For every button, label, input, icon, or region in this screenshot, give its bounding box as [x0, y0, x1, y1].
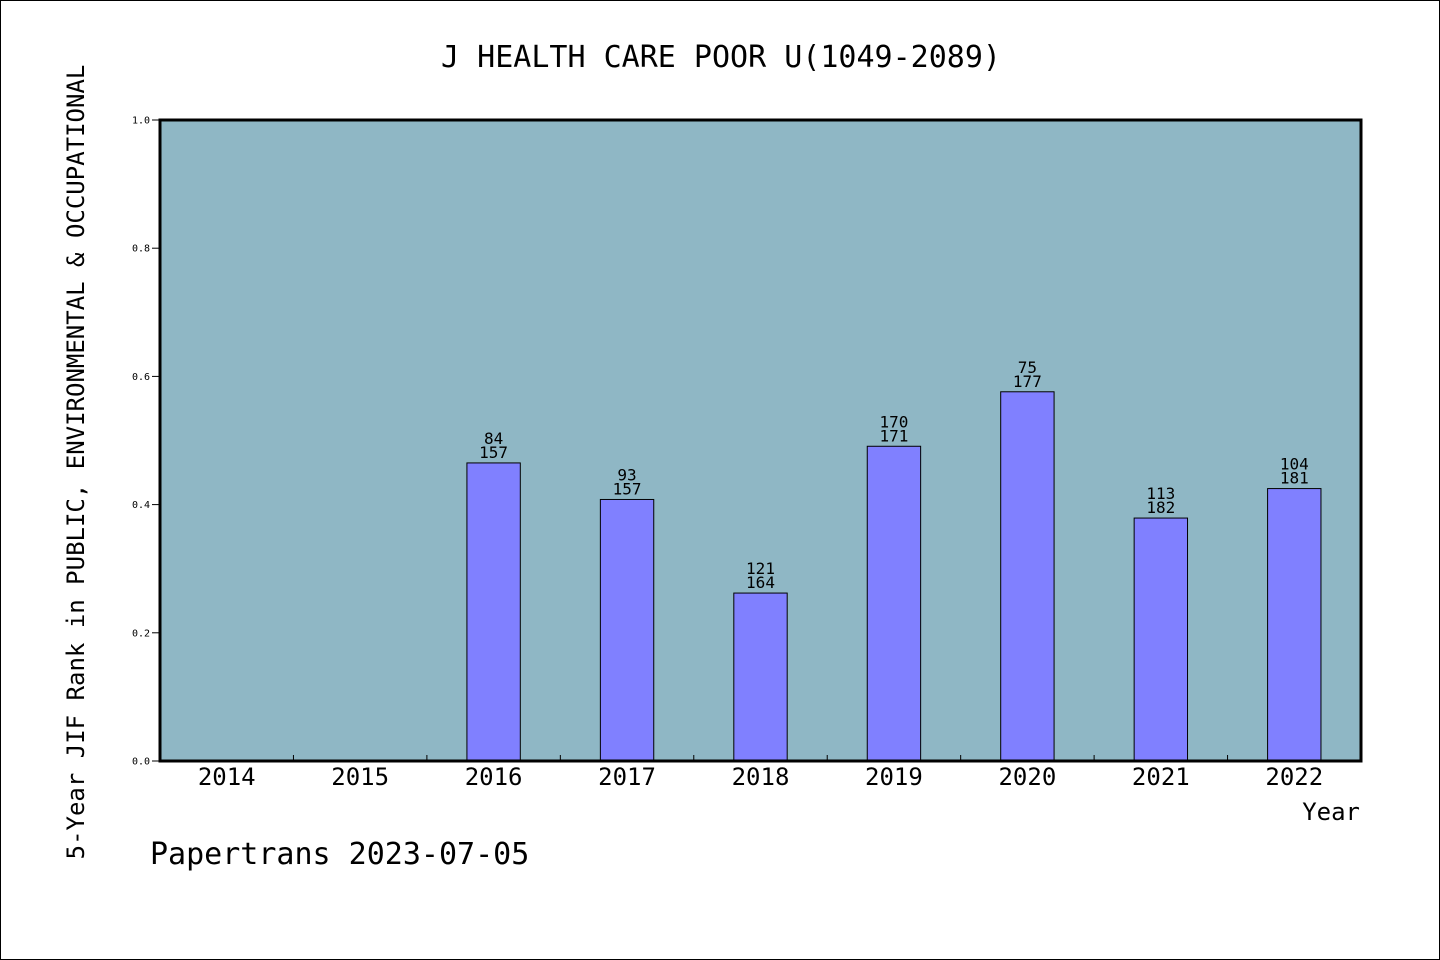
x-tick-label: 2016 — [465, 763, 523, 791]
x-tick-label: 2019 — [865, 763, 923, 791]
chart-title: J HEALTH CARE POOR U(1049-2089) — [441, 40, 1001, 75]
x-axis-label: Year — [1302, 798, 1360, 826]
bar-rank-label: 93 — [617, 465, 636, 484]
x-axis-ticks: 2014 2015 2016 2017 2018 2019 2020 2021 2022 — [198, 755, 1323, 791]
bar-2016 — [466, 462, 521, 762]
bar-total-label: 171 — [879, 426, 908, 445]
bar-total-label: 177 — [1013, 372, 1042, 391]
y-tick-label: 0.0 — [132, 757, 150, 768]
bar-rank-label: 84 — [484, 429, 503, 448]
x-tick-label: 2018 — [732, 763, 790, 791]
x-tick-label: 2020 — [998, 763, 1056, 791]
x-tick-label: 2021 — [1132, 763, 1190, 791]
bar-2021 — [1133, 517, 1189, 762]
bar-total-label: 157 — [613, 479, 642, 498]
bar-rank-label: 75 — [1018, 358, 1037, 377]
x-tick-label: 2014 — [198, 763, 256, 791]
bar-2018 — [733, 592, 788, 762]
bar-total-label: 181 — [1280, 469, 1309, 488]
y-axis-label: 5-Year JIF Rank in PUBLIC, ENVIRONMENTAL… — [62, 65, 90, 860]
bar-rank-label: 170 — [879, 412, 908, 431]
bar-total-label: 157 — [479, 443, 508, 462]
y-tick-label: 0.8 — [132, 244, 150, 255]
x-tick-label: 2017 — [598, 763, 656, 791]
y-tick-label: 0.6 — [132, 372, 150, 383]
bar-2017 — [599, 498, 655, 762]
plot-border — [158, 118, 1363, 763]
y-tick-label: 1.0 — [132, 116, 150, 127]
x-tick-label: 2015 — [331, 763, 389, 791]
bars-group — [466, 391, 1322, 762]
y-tick-label: 0.2 — [132, 628, 150, 639]
y-tick-label: 0.4 — [132, 500, 150, 511]
bar-total-label: 182 — [1146, 498, 1175, 517]
bar-2019 — [866, 445, 922, 762]
x-tick-label: 2022 — [1265, 763, 1323, 791]
bar-rank-label: 104 — [1280, 455, 1309, 474]
bar-rank-label: 121 — [746, 559, 775, 578]
footer-credit: Papertrans 2023-07-05 — [150, 837, 529, 872]
bar-rank-label: 113 — [1146, 484, 1175, 503]
bar-2020 — [1000, 391, 1055, 762]
bar-total-label: 164 — [746, 573, 775, 592]
bar-2022 — [1267, 488, 1322, 762]
y-axis-ticks: 0.0 0.2 0.4 0.6 0.8 1.0 — [132, 116, 160, 768]
